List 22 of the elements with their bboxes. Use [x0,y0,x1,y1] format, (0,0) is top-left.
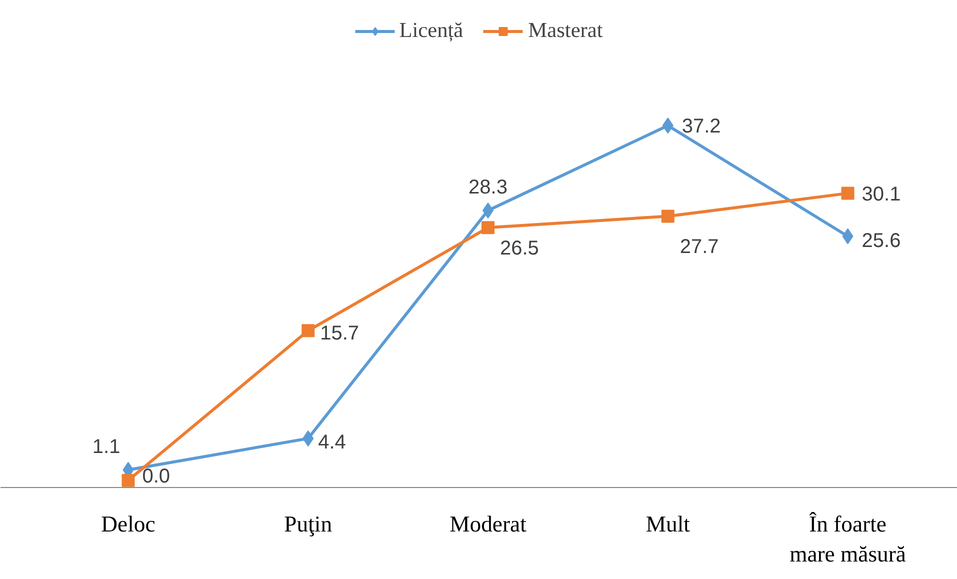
point [661,210,674,223]
data-label: 1.1 [92,436,120,458]
data-label: 25.6 [862,230,901,252]
data-label: 37.2 [682,116,721,138]
x-tick-label: Deloc [101,512,156,536]
point [841,186,854,200]
data-label: 28.3 [468,176,508,198]
point [481,221,494,234]
x-tick-label: Moderat [450,512,528,536]
data-label: 4.4 [318,431,346,454]
legend-label: Licență [399,18,464,43]
x-tick-label: În foarte mare măsură [790,512,906,566]
x-tick-label: Mult [646,512,691,536]
x-tick-label: Puţin [284,512,332,536]
data-label: 27.7 [680,236,719,258]
data-label: 0.0 [142,465,170,488]
data-label: 26.5 [500,238,539,260]
data-label: 30.1 [862,183,901,206]
point [122,474,135,487]
legend-label: Masterat [528,18,603,43]
data-label: 15.7 [320,322,360,345]
point [302,324,315,338]
